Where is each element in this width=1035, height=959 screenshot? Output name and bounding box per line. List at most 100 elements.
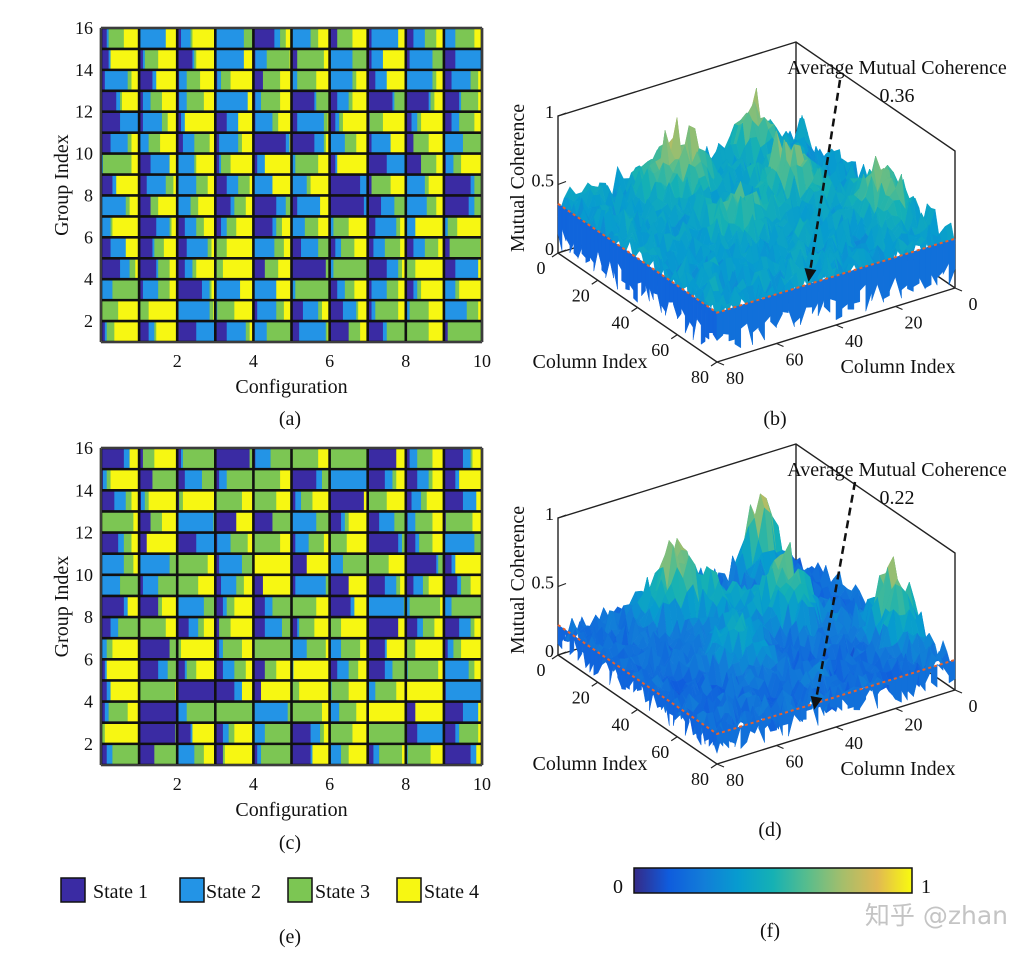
surface-wall — [605, 235, 610, 278]
colorbar: 0 1 (f) — [613, 867, 931, 942]
cell-segment-state-4 — [173, 174, 178, 196]
cell-segment-state-1 — [139, 743, 155, 765]
cell-segment-state-4 — [436, 69, 445, 91]
cell-segment-state-1 — [139, 638, 170, 660]
cell-segment-state-1 — [253, 69, 264, 91]
surface-wall — [688, 293, 694, 329]
surface-wall — [734, 304, 742, 349]
cell-segment-state-2 — [222, 595, 228, 618]
surface-wall — [692, 295, 698, 340]
cell-segment-state-3 — [261, 743, 292, 765]
cell-segment-state-1 — [101, 132, 111, 154]
annotation-arrowhead — [804, 268, 817, 282]
cell-segment-state-4 — [310, 174, 330, 196]
cell-segment-state-2 — [274, 28, 281, 49]
surface-wall — [645, 263, 650, 302]
cell-segment-state-1 — [367, 617, 399, 639]
y-tick-label: 40 — [845, 733, 863, 753]
cell-segment-state-3 — [272, 595, 292, 618]
cell-segment-state-4 — [476, 743, 483, 765]
cell-segment-state-4 — [478, 258, 483, 280]
cell-segment-state-3 — [325, 321, 328, 342]
cell-segment-state-1 — [177, 48, 193, 70]
x-tick-label: 4 — [249, 351, 258, 371]
legend-label-state-3: State 3 — [315, 881, 370, 903]
surface-wall — [907, 672, 914, 698]
x-tick-label: 10 — [473, 351, 491, 371]
cell-segment-state-3 — [215, 701, 254, 723]
cell-segment-state-2 — [177, 701, 188, 723]
surface-wall — [746, 722, 753, 743]
cell-segment-state-1 — [291, 490, 296, 512]
cell-segment-state-3 — [470, 69, 479, 91]
cell-segment-state-4 — [121, 90, 140, 112]
surface-wall — [877, 260, 884, 303]
x-tick-label: 60 — [651, 340, 669, 360]
cell-segment-state-3 — [297, 69, 317, 91]
cell-segment-state-2 — [371, 48, 384, 70]
cell-segment-state-2 — [341, 511, 346, 533]
cell-segment-state-3 — [470, 617, 475, 639]
panel-label-f: (f) — [760, 920, 780, 942]
cell-segment-state-4 — [245, 659, 254, 681]
cell-segment-state-4 — [318, 448, 330, 470]
surface-wall — [942, 661, 950, 677]
surface-wall — [853, 267, 861, 304]
cell-segment-state-4 — [203, 90, 216, 112]
x-tick-label: 40 — [612, 313, 630, 333]
cell-segment-state-4 — [436, 28, 445, 49]
cell-segment-state-3 — [407, 743, 431, 765]
cell-segment-state-1 — [215, 195, 231, 217]
surface-wall — [633, 676, 638, 693]
surface-wall — [728, 306, 736, 342]
cell-segment-state-3 — [217, 300, 235, 322]
cell-segment-state-3 — [222, 743, 226, 765]
surface-wall — [657, 271, 662, 313]
cell-segment-state-3 — [120, 574, 140, 596]
cell-segment-state-3 — [148, 132, 161, 154]
cell-segment-state-2 — [257, 743, 262, 765]
cell-segment-state-3 — [310, 28, 319, 49]
x-tick-label: 80 — [691, 769, 709, 789]
cell-segment-state-3 — [356, 300, 359, 322]
cell-segment-state-3 — [291, 701, 323, 723]
cell-segment-state-1 — [443, 722, 456, 744]
cell-segment-state-3 — [344, 511, 349, 533]
cell-segment-state-1 — [291, 532, 296, 554]
surface-wall — [901, 253, 908, 291]
cell-segment-state-4 — [131, 490, 140, 512]
cell-segment-state-1 — [253, 132, 287, 154]
cell-segment-state-2 — [405, 195, 428, 217]
cell-segment-state-2 — [291, 153, 296, 175]
surface-wall — [853, 689, 861, 711]
cell-segment-state-2 — [455, 722, 460, 744]
cell-segment-state-1 — [367, 469, 386, 491]
cell-segment-state-2 — [409, 48, 433, 70]
cell-segment-state-4 — [285, 28, 292, 49]
cell-segment-state-1 — [215, 743, 224, 765]
cell-segment-state-3 — [253, 638, 292, 660]
cell-segment-state-1 — [215, 617, 220, 639]
cell-segment-state-1 — [367, 48, 372, 70]
cell-segment-state-4 — [390, 174, 407, 196]
cell-segment-state-1 — [101, 28, 108, 49]
cell-segment-state-2 — [468, 195, 475, 217]
annotation-arrow — [808, 79, 842, 273]
cell-segment-state-3 — [230, 532, 248, 554]
surface-wall — [621, 246, 626, 284]
cell-segment-state-4 — [280, 532, 292, 554]
cell-segment-state-3 — [424, 28, 437, 49]
cell-segment-state-2 — [384, 469, 393, 491]
cell-segment-state-4 — [474, 659, 483, 681]
cell-segment-state-4 — [461, 153, 483, 175]
cell-segment-state-1 — [405, 90, 429, 112]
x-tick-label: 8 — [401, 351, 410, 371]
cell-segment-state-1 — [139, 258, 157, 280]
surface-wall — [907, 251, 914, 292]
surface-wall — [925, 245, 932, 289]
cell-segment-state-1 — [405, 490, 412, 512]
cell-segment-state-2 — [177, 153, 195, 175]
cell-segment-state-2 — [457, 574, 462, 596]
cell-segment-state-3 — [108, 28, 125, 49]
